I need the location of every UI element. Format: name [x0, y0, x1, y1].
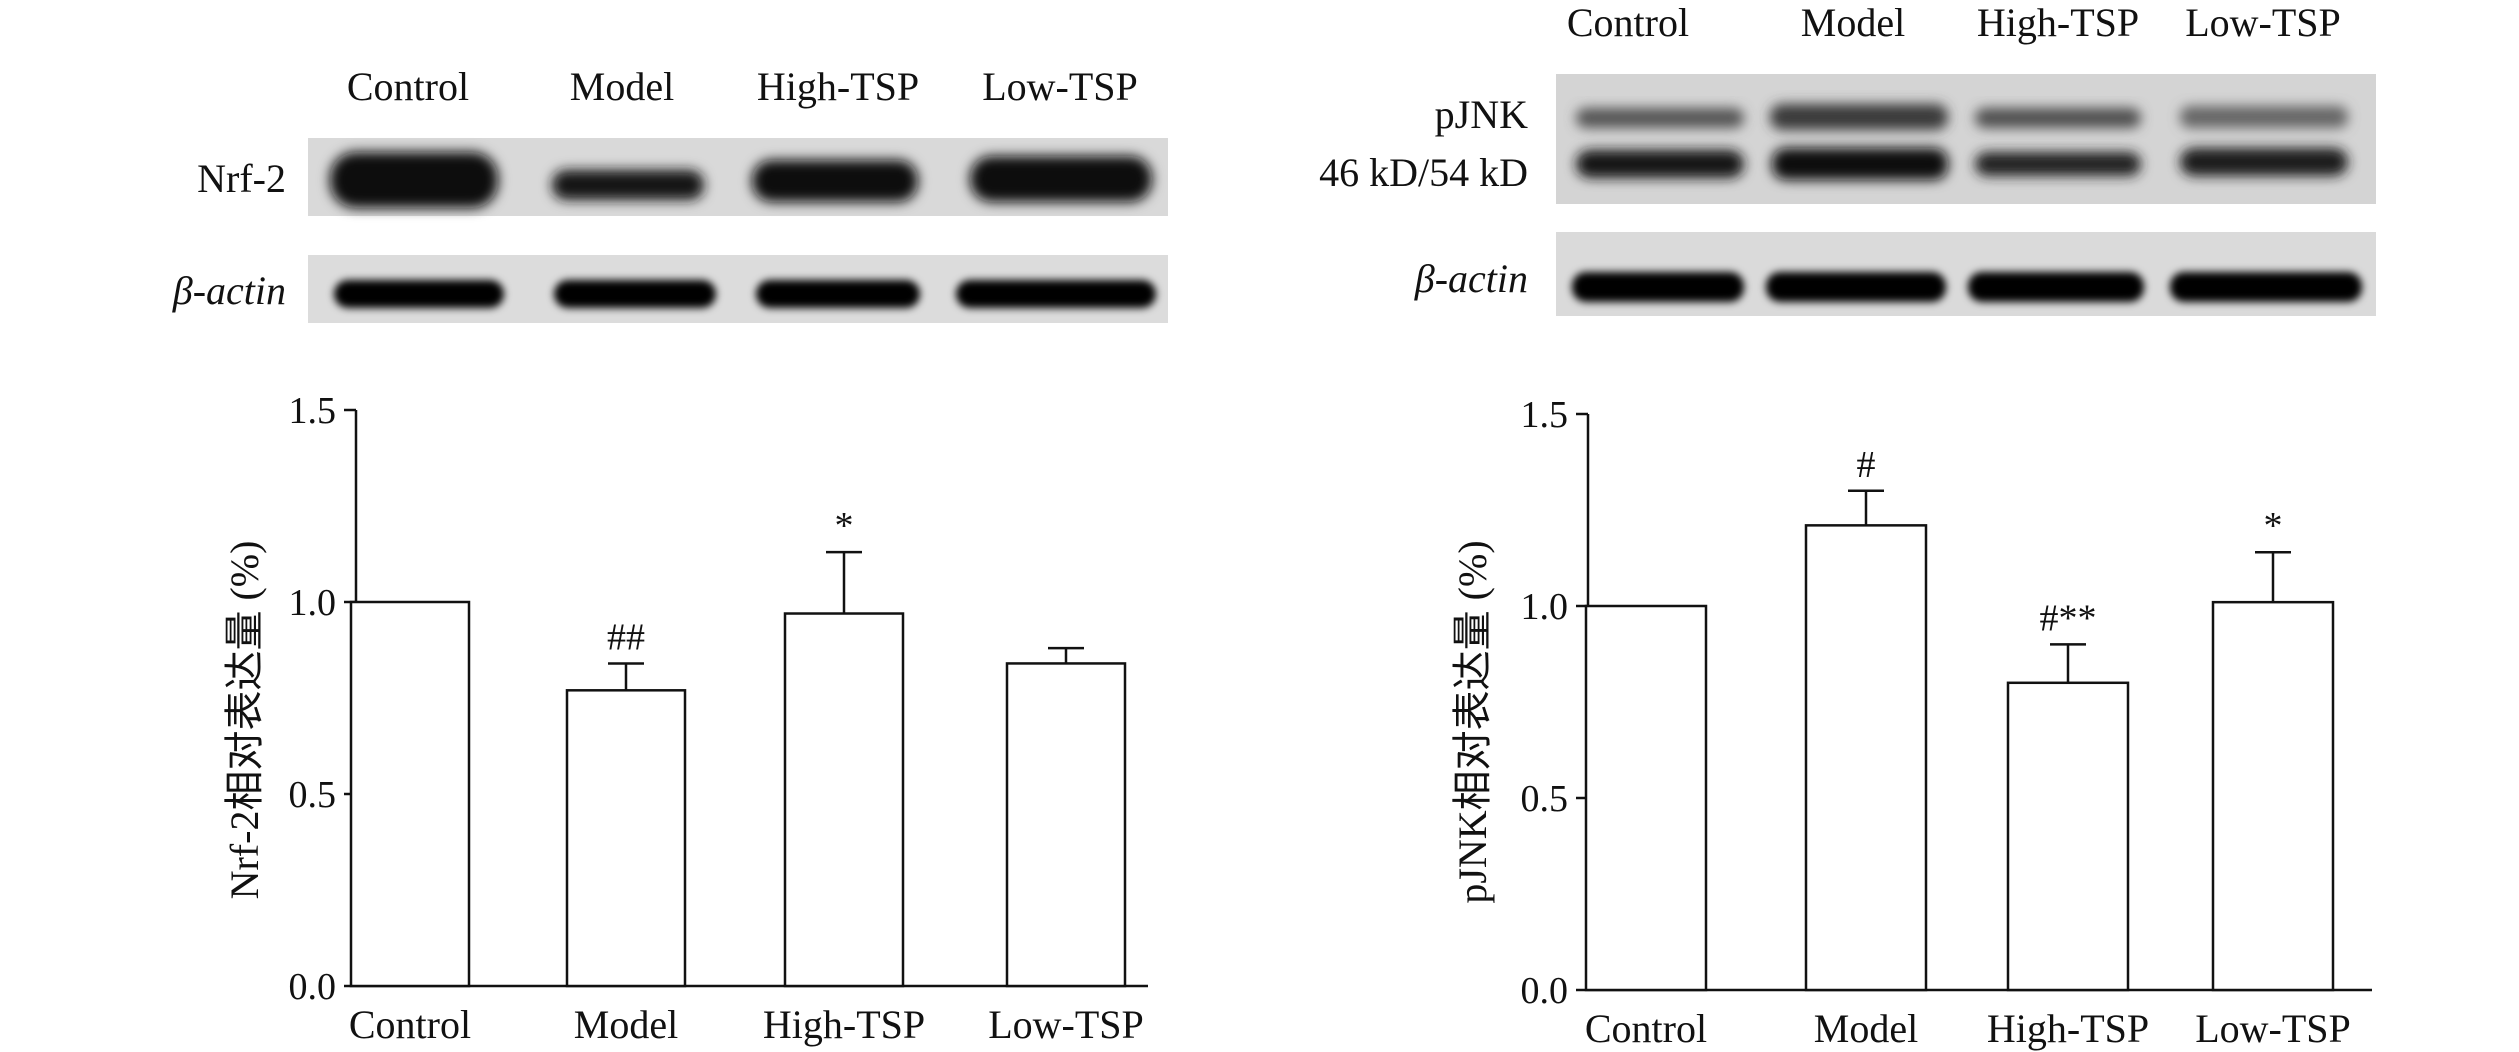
- left-lane-label-1: Model: [570, 64, 674, 109]
- right-lane-label-0: Control: [1567, 0, 1689, 45]
- right-band-label-kd: 46 kD/54 kD: [1319, 150, 1528, 195]
- left-band-nrf2-model: [552, 170, 704, 200]
- right-band-pjnk-upper-control: [1576, 108, 1744, 128]
- right-category-label-0: Control: [1585, 1006, 1707, 1051]
- left-bar-1: [565, 689, 687, 988]
- left-significance-1: ##: [607, 616, 645, 658]
- right-bar-1: [1804, 524, 1928, 992]
- right-band-label-actin: β-actin: [1414, 256, 1528, 301]
- right-band-actin-model: [1766, 272, 1946, 302]
- left-y-tick-label: 0.5: [289, 774, 337, 816]
- right-lane-label-3: Low-TSP: [2185, 0, 2341, 45]
- right-panel: Control Model High-TSP Low-TSP pJNK 46 k…: [1319, 0, 2376, 1051]
- right-band-pjnk-lower-control: [1576, 150, 1744, 178]
- right-category-label-1: Model: [1814, 1006, 1918, 1051]
- left-bar-2: [783, 612, 905, 988]
- right-band-label-pjnk: pJNK: [1435, 92, 1528, 137]
- left-blot-actin-strip: [308, 255, 1168, 323]
- right-y-axis-label: pJNK相对表达量 (%): [1450, 540, 1495, 903]
- right-significance-2: #**: [2040, 597, 2097, 639]
- left-band-nrf2-control: [330, 152, 498, 208]
- left-category-label-1: Model: [574, 1002, 678, 1047]
- left-panel: Control Model High-TSP Low-TSP Nrf-2 β-a…: [172, 64, 1168, 1047]
- right-significance-1: #: [1857, 444, 1876, 486]
- right-y-tick-label: 1.0: [1521, 586, 1569, 628]
- right-y-tick-label: 1.5: [1521, 394, 1569, 436]
- left-category-label-0: Control: [349, 1002, 471, 1047]
- left-lane-label-3: Low-TSP: [982, 64, 1138, 109]
- right-band-pjnk-lower-high: [1975, 152, 2141, 176]
- left-y-axis-label: Nrf-2相对表达量 (%): [222, 541, 267, 900]
- left-band-actin-low: [956, 280, 1156, 308]
- left-bar-3: [1005, 662, 1127, 988]
- left-category-label-3: Low-TSP: [988, 1002, 1144, 1047]
- right-category-label-3: Low-TSP: [2195, 1006, 2351, 1051]
- left-category-label-2: High-TSP: [763, 1002, 925, 1047]
- right-band-pjnk-lower-low: [2180, 148, 2348, 176]
- right-bar-0: [1584, 604, 1708, 992]
- right-lane-label-1: Model: [1801, 0, 1905, 45]
- right-blot-pjnk-strip: [1556, 74, 2376, 204]
- right-bar-3: [2211, 600, 2335, 992]
- right-bar-2: [2006, 681, 2130, 992]
- left-lane-label-2: High-TSP: [757, 64, 919, 109]
- right-band-actin-low: [2170, 272, 2362, 302]
- left-band-nrf2-low: [970, 156, 1152, 202]
- left-y-tick-label: 1.5: [289, 390, 337, 432]
- left-bar-0: [349, 600, 471, 988]
- right-band-actin-control: [1572, 272, 1744, 302]
- right-lane-label-2: High-TSP: [1977, 0, 2139, 45]
- left-y-tick-label: 0.0: [289, 966, 337, 1008]
- right-band-pjnk-upper-low: [2180, 106, 2348, 128]
- left-blot-nrf2-strip: [308, 138, 1168, 216]
- left-band-actin-control: [334, 280, 504, 308]
- right-blot-actin-strip: [1556, 232, 2376, 316]
- left-band-label-actin: β-actin: [172, 268, 286, 313]
- left-band-actin-high: [756, 280, 920, 308]
- right-bar-chart: pJNK相对表达量 (%) 0.0 0.5 1.0 1.5 Control # Model #…: [1450, 394, 2372, 1051]
- left-y-tick-label: 1.0: [289, 582, 337, 624]
- right-y-tick-label: 0.5: [1521, 778, 1569, 820]
- right-band-pjnk-upper-model: [1770, 104, 1948, 130]
- left-band-nrf2-high: [752, 160, 918, 202]
- right-band-actin-high: [1968, 272, 2144, 302]
- right-band-pjnk-upper-high: [1975, 108, 2141, 128]
- left-band-actin-model: [554, 280, 716, 308]
- left-bar-chart: Nrf-2相对表达量 (%) 0.0 0.5 1.0 1.5 Control ## Mode…: [222, 390, 1148, 1047]
- left-band-label-nrf2: Nrf-2: [197, 156, 286, 201]
- left-lane-label-0: Control: [347, 64, 469, 109]
- left-significance-2: *: [835, 505, 854, 547]
- right-y-tick-label: 0.0: [1521, 970, 1569, 1012]
- right-category-label-2: High-TSP: [1987, 1006, 2149, 1051]
- right-significance-3: *: [2264, 505, 2283, 547]
- right-band-pjnk-lower-model: [1772, 148, 1948, 180]
